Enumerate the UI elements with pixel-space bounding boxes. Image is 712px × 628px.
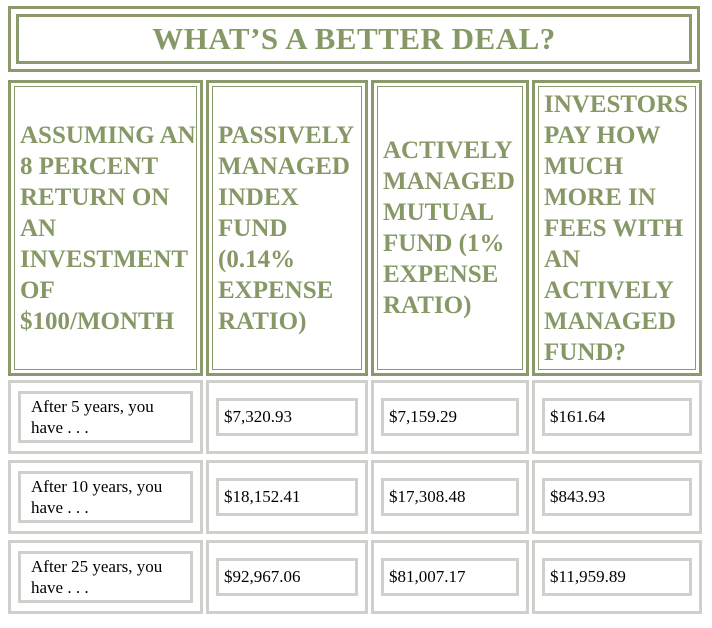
table-cell-passive: $7,320.93 (206, 380, 368, 454)
row-label: After 25 years, you have . . . (18, 551, 193, 603)
header-cell-fees: INVESTORS PAY HOW MUCH MORE IN FEES WITH… (532, 80, 702, 376)
fees-value: $843.93 (542, 478, 692, 516)
header-assumption: ASSUMING AN 8 PERCENT RETURN ON AN INVES… (20, 121, 196, 335)
table-cell-fees: $11,959.89 (532, 540, 702, 614)
fees-value: $11,959.89 (542, 558, 692, 596)
row-label: After 10 years, you have . . . (18, 471, 193, 523)
header-cell-passive: PASSIVELY MANAGED INDEX FUND (0.14% EXPE… (206, 80, 368, 376)
header-fees: INVESTORS PAY HOW MUCH MORE IN FEES WITH… (544, 90, 689, 366)
fees-value: $161.64 (542, 398, 692, 436)
header-cell-active: ACTIVELY MANAGED MUTUAL FUND (1% EXPENSE… (371, 80, 529, 376)
passive-value: $7,320.93 (216, 398, 358, 436)
table-row-label-cell: After 25 years, you have . . . (8, 540, 203, 614)
header-cell-assumption: ASSUMING AN 8 PERCENT RETURN ON AN INVES… (8, 80, 203, 376)
page-title: WHAT’S A BETTER DEAL? (152, 21, 556, 56)
table-cell-active: $7,159.29 (371, 380, 529, 454)
table-cell-passive: $18,152.41 (206, 460, 368, 534)
active-value: $7,159.29 (381, 398, 519, 436)
header-active: ACTIVELY MANAGED MUTUAL FUND (1% EXPENSE… (383, 137, 515, 319)
table-cell-passive: $92,967.06 (206, 540, 368, 614)
active-value: $17,308.48 (381, 478, 519, 516)
passive-value: $92,967.06 (216, 558, 358, 596)
table-row-label-cell: After 5 years, you have . . . (8, 380, 203, 454)
table-cell-active: $17,308.48 (371, 460, 529, 534)
table-cell-fees: $161.64 (532, 380, 702, 454)
table-row-label-cell: After 10 years, you have . . . (8, 460, 203, 534)
title-inner-frame: WHAT’S A BETTER DEAL? (16, 14, 692, 64)
row-label: After 5 years, you have . . . (18, 391, 193, 443)
header-passive: PASSIVELY MANAGED INDEX FUND (0.14% EXPE… (218, 121, 354, 335)
active-value: $81,007.17 (381, 558, 519, 596)
table-cell-fees: $843.93 (532, 460, 702, 534)
table-cell-active: $81,007.17 (371, 540, 529, 614)
title-frame: WHAT’S A BETTER DEAL? (8, 6, 700, 72)
passive-value: $18,152.41 (216, 478, 358, 516)
